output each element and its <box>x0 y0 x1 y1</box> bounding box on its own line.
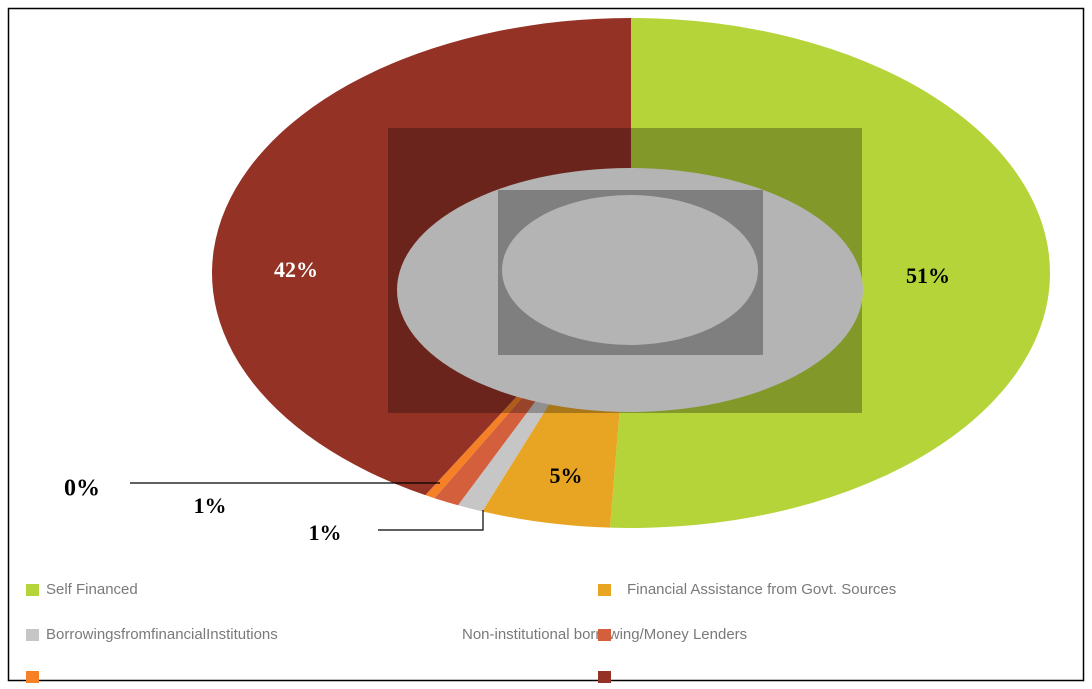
data-label: 0% <box>64 476 100 502</box>
legend-swatch <box>26 584 39 596</box>
data-label: 51% <box>906 263 950 288</box>
data-label: 42% <box>274 257 318 282</box>
legend-swatch <box>26 671 39 683</box>
labels: 51% 5% 1% 1% 0% 42% <box>64 257 950 545</box>
leader-line <box>378 510 484 531</box>
legend-swatch <box>598 629 611 641</box>
legend-label: Financial Assistance from Govt. Sources <box>627 581 896 598</box>
legend: Self Financed Financial Assistance from G… <box>26 581 896 683</box>
legend-swatch <box>598 671 611 683</box>
data-label: 5% <box>550 463 583 488</box>
data-label: 1% <box>309 520 342 545</box>
legend-swatch <box>598 584 611 596</box>
core-ellipse <box>502 195 758 345</box>
legend-label: BorrowingsfromfinancialInstitutions <box>46 626 278 643</box>
legend-label: Self Financed <box>46 581 138 598</box>
legend-swatch <box>26 629 39 641</box>
data-label: 1% <box>194 493 227 518</box>
